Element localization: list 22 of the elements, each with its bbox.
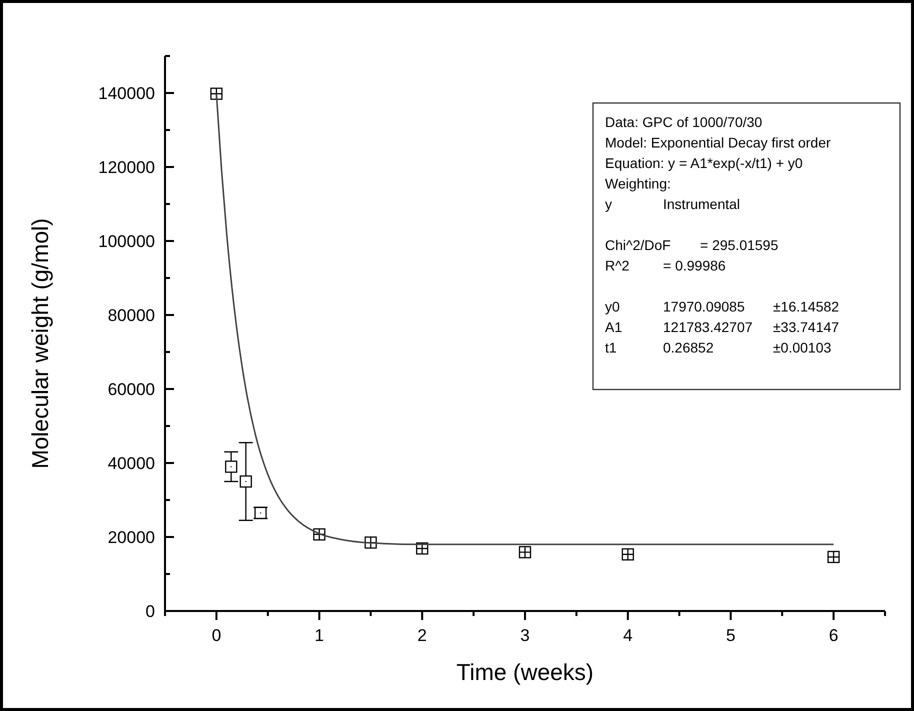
text: y0 17970.09085 ±16.14582 A1 121783.42707 ±33.74147 t1 0.26852 ±0.00103	[605, 298, 840, 356]
y-tick-label: 60000	[108, 380, 155, 399]
x-tick-label: 5	[726, 626, 736, 645]
x-tick-label: 6	[828, 626, 838, 645]
x-tick-label: 3	[520, 626, 530, 645]
y-tick-label: 140000	[98, 84, 155, 103]
point	[225, 460, 238, 473]
point	[240, 475, 252, 488]
y-tick-label: 120000	[98, 158, 155, 177]
y-tick-label: 20000	[108, 528, 155, 547]
text: Chi^2/DoF = 295.01595 R^2 = 0.99986	[605, 237, 778, 274]
y-axis-title: Molecular weight (g/mol)	[27, 218, 53, 469]
y-tick-label: 40000	[108, 454, 155, 473]
x-tick-label: 4	[623, 626, 633, 645]
y-tick-label: 0	[146, 602, 155, 621]
x-tick-label: 0	[212, 626, 222, 645]
x-tick-label: 1	[314, 626, 324, 645]
y-tick-label: 100000	[98, 232, 155, 251]
x-axis-title: Time (weeks)	[456, 659, 594, 685]
y-tick-label: 80000	[108, 306, 155, 325]
text: Data: GPC of 1000/70/30 Model: Exponential Decay first order Equation: y = A1*exp(-x/t1) + y0 Weighting: y Instrumental	[605, 114, 831, 212]
x-tick-label: 2	[417, 626, 427, 645]
